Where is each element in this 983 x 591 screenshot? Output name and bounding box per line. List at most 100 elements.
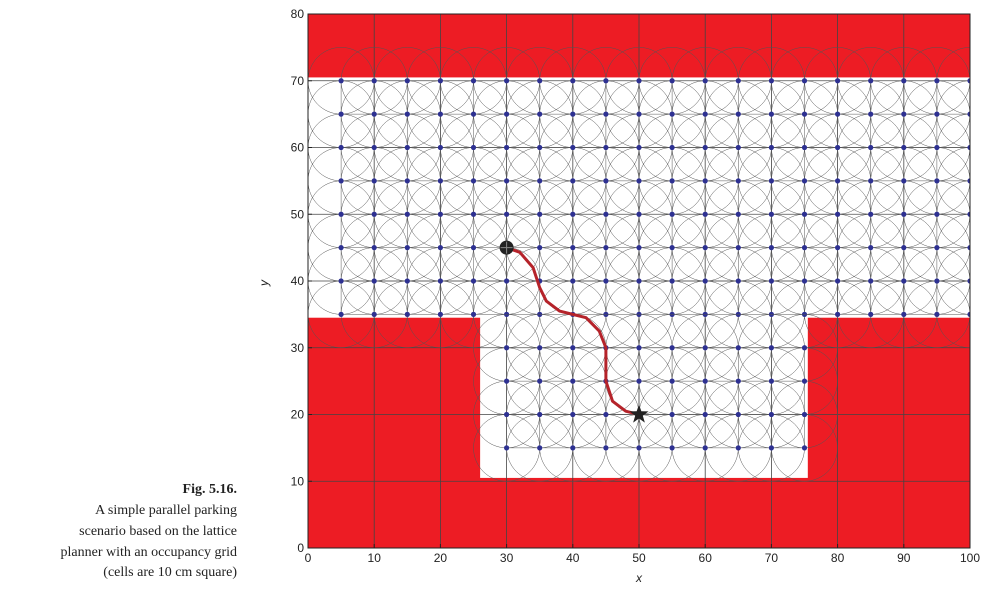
lattice-node — [470, 111, 477, 117]
lattice-node — [702, 378, 708, 384]
lattice-node — [470, 245, 477, 251]
lattice-node — [470, 211, 477, 217]
lattice-node — [470, 144, 477, 151]
lattice-node — [967, 144, 970, 151]
lattice-node — [768, 445, 775, 451]
lattice-node — [901, 144, 907, 151]
lattice-node — [702, 178, 708, 184]
lattice-node — [768, 278, 775, 284]
lattice-node — [570, 144, 576, 151]
lattice-node — [967, 111, 970, 117]
lattice-node — [868, 78, 874, 84]
lattice-node — [934, 178, 940, 184]
lattice-node — [570, 178, 576, 184]
lattice-node — [504, 178, 510, 184]
lattice-node — [504, 411, 510, 418]
lattice-node — [338, 178, 344, 184]
lattice-node — [570, 411, 576, 418]
lattice-node — [504, 278, 510, 284]
lattice-node — [603, 278, 609, 284]
lattice-node — [437, 211, 443, 217]
lattice-node — [768, 111, 775, 117]
y-tick-label: 10 — [291, 474, 305, 488]
lattice-node — [934, 211, 940, 217]
y-tick-label: 0 — [297, 541, 304, 555]
lattice-node — [371, 78, 377, 84]
lattice-node — [338, 78, 344, 84]
lattice-node — [702, 211, 708, 217]
lattice-node — [901, 245, 907, 251]
lattice-node — [404, 144, 410, 151]
x-tick-label: 90 — [897, 551, 911, 565]
lattice-node — [868, 144, 874, 151]
lattice-node — [636, 278, 642, 284]
lattice-node — [371, 178, 377, 184]
lattice-node — [470, 78, 477, 84]
lattice-node — [934, 111, 940, 117]
lattice-node — [570, 378, 576, 384]
lattice-node — [702, 78, 708, 84]
caption-line: planner with an occupancy grid — [61, 545, 238, 560]
lattice-node — [404, 111, 410, 117]
lattice-node — [636, 211, 642, 217]
y-tick-label: 30 — [291, 341, 305, 355]
lattice-node — [868, 311, 874, 317]
lattice-node — [603, 78, 609, 84]
caption-label: Fig. 5.16. — [183, 482, 237, 497]
lattice-node — [669, 144, 675, 151]
lattice-node — [338, 245, 344, 251]
lattice-node — [967, 178, 970, 184]
lattice-node — [934, 245, 940, 251]
lattice-node — [735, 211, 741, 217]
lattice-node — [768, 178, 775, 184]
x-tick-label: 80 — [831, 551, 845, 565]
lattice-node — [371, 144, 377, 151]
lattice-node — [338, 278, 344, 284]
lattice-node — [404, 278, 410, 284]
lattice-node — [371, 278, 377, 284]
lattice-node — [702, 245, 708, 251]
lattice-node — [768, 144, 775, 151]
lattice-node — [669, 178, 675, 184]
lattice-node — [801, 245, 808, 251]
lattice-node — [967, 278, 970, 284]
lattice-node — [570, 111, 576, 117]
lattice-node — [504, 345, 510, 351]
lattice-node — [835, 245, 841, 251]
lattice-node — [437, 278, 443, 284]
x-tick-label: 20 — [434, 551, 448, 565]
caption-line: scenario based on the lattice — [79, 524, 237, 539]
lattice-node — [636, 445, 642, 451]
lattice-node — [504, 445, 510, 451]
lattice-node — [669, 211, 675, 217]
lattice-node — [404, 78, 410, 84]
lattice-node — [901, 78, 907, 84]
lattice-node — [868, 245, 874, 251]
lattice-node — [636, 144, 642, 151]
lattice-node — [371, 245, 377, 251]
lattice-node — [835, 144, 841, 151]
lattice-node — [901, 111, 907, 117]
lattice-node — [702, 445, 708, 451]
lattice-node — [537, 445, 543, 451]
lattice-node — [669, 78, 675, 84]
lattice-node — [801, 411, 808, 418]
y-tick-label: 20 — [291, 408, 305, 422]
lattice-node — [735, 445, 741, 451]
lattice-node — [702, 345, 708, 351]
lattice-node — [735, 378, 741, 384]
lattice-node — [603, 211, 609, 217]
lattice-region — [473, 314, 838, 482]
lattice-node — [504, 144, 510, 151]
lattice-node — [801, 178, 808, 184]
x-tick-label: 70 — [765, 551, 779, 565]
lattice-node — [669, 245, 675, 251]
y-tick-label: 60 — [291, 141, 305, 155]
lattice-node — [868, 178, 874, 184]
y-axis-label: y — [257, 279, 271, 287]
lattice-node — [735, 178, 741, 184]
x-tick-label: 40 — [566, 551, 580, 565]
lattice-node — [901, 211, 907, 217]
lattice-node — [835, 111, 841, 117]
